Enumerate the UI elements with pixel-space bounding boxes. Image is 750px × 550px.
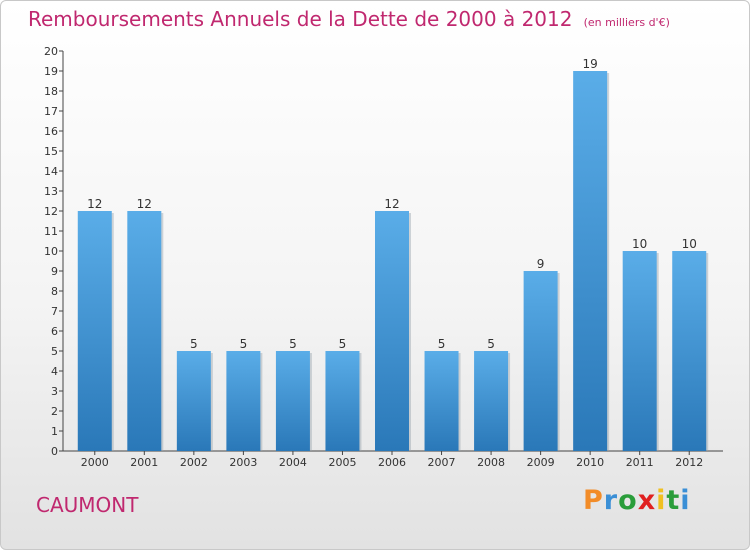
bar	[474, 351, 509, 451]
x-tick-label: 2003	[229, 456, 257, 469]
bar-value-label: 5	[438, 337, 446, 351]
logo-letter: o	[618, 485, 638, 516]
x-tick-label: 2011	[626, 456, 654, 469]
bar	[325, 351, 360, 451]
x-tick-label: 2009	[527, 456, 555, 469]
proxiti-logo: Proxiti	[583, 485, 691, 516]
logo-letter: i	[680, 485, 691, 516]
bar-value-label: 5	[487, 337, 495, 351]
y-tick-label: 20	[44, 45, 58, 58]
x-tick-label: 2007	[428, 456, 456, 469]
logo-letter: P	[583, 485, 604, 516]
chart-title: Remboursements Annuels de la Dette de 20…	[28, 7, 573, 31]
logo-letter: i	[656, 485, 667, 516]
y-tick-label: 14	[44, 165, 58, 178]
x-tick-label: 2000	[81, 456, 109, 469]
bar	[226, 351, 261, 451]
y-tick-label: 3	[51, 385, 58, 398]
y-tick-label: 12	[44, 205, 58, 218]
y-tick-label: 17	[44, 105, 58, 118]
x-tick-label: 2008	[477, 456, 505, 469]
bar-value-label: 12	[137, 197, 152, 211]
bar-value-label: 5	[339, 337, 347, 351]
bar	[672, 251, 707, 451]
logo-letter: t	[666, 485, 681, 516]
commune-name: CAUMONT	[36, 493, 139, 517]
bar	[622, 251, 657, 451]
x-tick-label: 2012	[675, 456, 703, 469]
x-tick-label: 2005	[328, 456, 356, 469]
bar	[523, 271, 558, 451]
bar-value-label: 10	[632, 237, 647, 251]
bar-value-label: 19	[583, 57, 598, 71]
y-tick-label: 4	[51, 365, 58, 378]
bar	[127, 211, 162, 451]
bar-value-label: 5	[240, 337, 248, 351]
y-tick-label: 1	[51, 425, 58, 438]
y-tick-label: 13	[44, 185, 58, 198]
bar-value-label: 10	[682, 237, 697, 251]
x-tick-label: 2001	[130, 456, 158, 469]
y-tick-label: 8	[51, 285, 58, 298]
y-tick-label: 7	[51, 305, 58, 318]
y-tick-label: 6	[51, 325, 58, 338]
bar	[375, 211, 409, 451]
y-tick-label: 0	[51, 445, 58, 458]
y-tick-label: 18	[44, 85, 58, 98]
x-tick-label: 2006	[378, 456, 406, 469]
bar-value-label: 5	[289, 337, 297, 351]
chart-title-block: Remboursements Annuels de la Dette de 20…	[28, 7, 670, 31]
bar	[77, 211, 112, 451]
x-tick-label: 2010	[576, 456, 604, 469]
y-tick-label: 19	[44, 65, 58, 78]
bar	[573, 71, 608, 451]
y-tick-label: 15	[44, 145, 58, 158]
bar-value-label: 12	[384, 197, 399, 211]
bar-value-label: 9	[537, 257, 545, 271]
x-tick-label: 2002	[180, 456, 208, 469]
y-tick-label: 10	[44, 245, 58, 258]
logo-letter: x	[637, 485, 657, 516]
y-tick-label: 5	[51, 345, 58, 358]
y-tick-label: 9	[51, 265, 58, 278]
bar-value-label: 12	[87, 197, 102, 211]
x-tick-label: 2004	[279, 456, 307, 469]
bar	[275, 351, 310, 451]
chart-unit: (en milliers d'€)	[583, 16, 670, 29]
y-tick-label: 11	[44, 225, 58, 238]
logo-letter: r	[603, 485, 619, 516]
bar-value-label: 5	[190, 337, 198, 351]
y-tick-label: 2	[51, 405, 58, 418]
bar	[176, 351, 211, 451]
y-tick-label: 16	[44, 125, 58, 138]
bar	[424, 351, 459, 451]
